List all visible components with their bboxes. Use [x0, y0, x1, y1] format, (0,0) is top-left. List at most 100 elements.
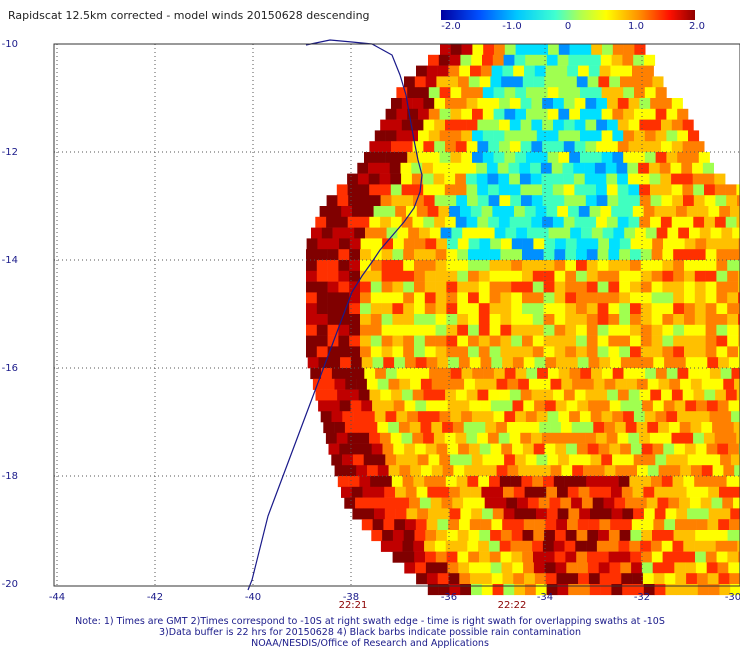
wind-diff-cell	[640, 292, 652, 304]
wind-diff-cell	[580, 130, 592, 142]
wind-diff-cell	[310, 368, 322, 380]
wind-diff-cell	[554, 530, 566, 542]
wind-diff-cell	[446, 324, 458, 336]
wind-diff-cell	[509, 216, 521, 228]
wind-diff-cell	[509, 184, 521, 196]
wind-diff-cell	[612, 87, 624, 99]
wind-diff-cell	[327, 281, 339, 293]
wind-diff-cell	[673, 346, 685, 358]
wind-diff-cell	[461, 130, 473, 142]
wind-diff-cell	[579, 54, 591, 66]
wind-diff-cell	[565, 335, 577, 347]
wind-diff-cell	[327, 260, 339, 272]
wind-diff-cell	[465, 173, 477, 185]
wind-diff-cell	[354, 227, 366, 239]
wind-diff-cell	[349, 346, 361, 358]
wind-diff-cell	[589, 584, 601, 596]
wind-diff-cell	[513, 519, 525, 531]
wind-diff-cell	[390, 173, 402, 185]
wind-diff-cell	[661, 98, 673, 110]
wind-diff-cell	[535, 206, 547, 218]
wind-diff-cell	[436, 238, 448, 250]
wind-diff-cell	[407, 87, 419, 99]
wind-diff-cell	[684, 324, 696, 336]
wind-diff-cell	[502, 519, 514, 531]
wind-diff-cell	[468, 335, 480, 347]
wind-diff-cell	[388, 378, 400, 390]
wind-diff-cell	[499, 476, 511, 488]
wind-diff-cell	[705, 551, 717, 563]
wind-diff-cell	[524, 573, 536, 585]
wind-diff-cell	[698, 152, 710, 164]
wind-diff-cell	[338, 346, 350, 358]
wind-diff-cell	[468, 292, 480, 304]
wind-diff-cell	[493, 130, 505, 142]
wind-diff-cell	[319, 206, 331, 218]
wind-diff-cell	[499, 195, 511, 207]
wind-diff-cell	[414, 324, 426, 336]
wind-diff-cell	[542, 389, 554, 401]
wind-diff-cell	[671, 119, 683, 131]
wind-diff-cell	[665, 584, 677, 596]
wind-diff-cell	[396, 152, 408, 164]
wind-diff-cell	[698, 454, 710, 466]
wind-diff-cell	[567, 65, 579, 77]
wind-diff-cell	[651, 314, 663, 326]
wind-diff-cell	[377, 378, 389, 390]
wind-diff-cell	[630, 76, 642, 88]
wind-diff-cell	[699, 227, 711, 239]
wind-diff-cell	[428, 108, 440, 120]
wind-diff-cell	[707, 357, 719, 369]
lat-label: -16	[1, 363, 18, 374]
wind-diff-cell	[632, 573, 644, 585]
wind-diff-cell	[618, 195, 630, 207]
wind-diff-cell	[434, 389, 446, 401]
wind-diff-cell	[417, 454, 429, 466]
wind-diff-cell	[414, 260, 426, 272]
wind-diff-cell	[449, 508, 461, 520]
wind-diff-cell	[352, 206, 364, 218]
wind-diff-cell	[522, 335, 534, 347]
wind-diff-cell	[393, 443, 405, 455]
wind-diff-cell	[687, 411, 699, 423]
wind-diff-cell	[642, 519, 654, 531]
wind-diff-cell	[524, 486, 536, 498]
wind-diff-cell	[628, 119, 640, 131]
wind-diff-cell	[424, 346, 436, 358]
wind-diff-cell	[579, 508, 591, 520]
wind-diff-cell	[565, 530, 577, 542]
wind-diff-cell	[460, 454, 472, 466]
wind-diff-cell	[598, 562, 610, 574]
wind-diff-cell	[448, 357, 460, 369]
wind-diff-cell	[628, 389, 640, 401]
wind-diff-cell	[705, 346, 717, 358]
wind-diff-cell	[662, 281, 674, 293]
wind-diff-cell	[542, 216, 554, 228]
wind-diff-cell	[306, 335, 318, 347]
wind-diff-cell	[306, 281, 318, 293]
wind-diff-cell	[633, 508, 645, 520]
wind-diff-cell	[403, 260, 415, 272]
wind-diff-cell	[402, 195, 414, 207]
wind-diff-cell	[468, 260, 480, 272]
wind-diff-cell	[634, 368, 646, 380]
wind-diff-cell	[523, 519, 535, 531]
wind-diff-cell	[650, 389, 662, 401]
wind-diff-cell	[547, 454, 559, 466]
wind-diff-cell	[557, 584, 569, 596]
wind-diff-cell	[500, 335, 512, 347]
wind-diff-cell	[572, 465, 584, 477]
wind-diff-cell	[476, 162, 488, 174]
wind-diff-cell	[375, 368, 387, 380]
wind-diff-cell	[630, 335, 642, 347]
wind-diff-cell	[622, 508, 634, 520]
wind-diff-cell	[665, 508, 677, 520]
wind-diff-cell	[617, 184, 629, 196]
wind-diff-cell	[684, 303, 696, 315]
wind-diff-cell	[607, 119, 619, 131]
wind-diff-cell	[619, 335, 631, 347]
wind-diff-cell	[731, 368, 740, 380]
wind-diff-cell	[351, 486, 363, 498]
lat-label: -12	[1, 147, 18, 158]
wind-diff-cell	[392, 530, 404, 542]
